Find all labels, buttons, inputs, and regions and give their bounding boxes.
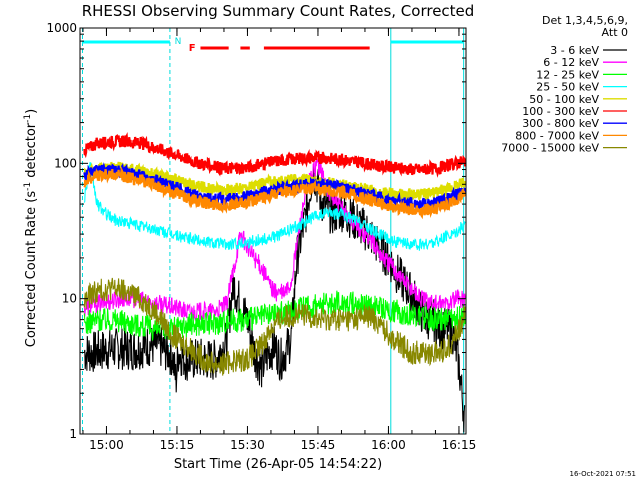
x-tick-label-4: 16:00 bbox=[371, 438, 406, 452]
timestamp: 16-Oct-2021 07:51 bbox=[570, 470, 636, 478]
x-tick-label-3: 15:45 bbox=[301, 438, 336, 452]
series-line-8 bbox=[83, 277, 466, 376]
axes: 1 10 100 1000 15:00 15:15 15:30 15:45 16:00 16:15 bbox=[46, 21, 476, 452]
series-line-5 bbox=[83, 131, 466, 178]
series-line-1 bbox=[83, 158, 466, 322]
night-label: N bbox=[175, 37, 182, 47]
y-tick-label-0: 1 bbox=[69, 427, 77, 441]
legend-label-3: 25 - 50 keV bbox=[536, 81, 599, 94]
legend-label-4: 50 - 100 keV bbox=[529, 93, 599, 106]
legend-label-1: 6 - 12 keV bbox=[543, 56, 599, 69]
series-line-7 bbox=[83, 166, 466, 220]
series-line-0 bbox=[83, 164, 466, 433]
legend-header-1: Att 0 bbox=[602, 26, 628, 39]
series-line-4 bbox=[83, 161, 466, 203]
legend-header-0: Det 1,3,4,5,6,9, bbox=[542, 14, 628, 27]
x-tick-label-0: 15:00 bbox=[89, 438, 124, 452]
y-tick-label-3: 1000 bbox=[46, 21, 77, 35]
legend-label-5: 100 - 300 keV bbox=[522, 105, 599, 118]
x-tick-label-5: 16:15 bbox=[442, 438, 477, 452]
legend-label-6: 300 - 800 keV bbox=[522, 117, 599, 130]
legend-label-2: 12 - 25 keV bbox=[536, 68, 599, 81]
legend-label-7: 800 - 7000 keV bbox=[515, 129, 599, 142]
series-group bbox=[83, 131, 466, 433]
legend-label-8: 7000 - 15000 keV bbox=[501, 142, 599, 155]
y-tick-label-2: 100 bbox=[54, 156, 77, 170]
flare-label: F bbox=[189, 43, 196, 54]
plot-area: NF bbox=[81, 28, 466, 434]
x-axis-label: Start Time (26-Apr-05 14:54:22) bbox=[174, 457, 382, 472]
series-line-3 bbox=[83, 161, 466, 251]
x-tick-label-1: 15:15 bbox=[160, 438, 195, 452]
legend-label-0: 3 - 6 keV bbox=[550, 44, 599, 57]
plot-frame bbox=[79, 27, 467, 435]
x-tick-label-2: 15:30 bbox=[230, 438, 265, 452]
y-axis-label: Corrected Count Rate (s-1 detector-1) bbox=[23, 109, 39, 347]
chart-title: RHESSI Observing Summary Count Rates, Co… bbox=[82, 2, 475, 20]
y-tick-label-1: 10 bbox=[62, 292, 77, 306]
